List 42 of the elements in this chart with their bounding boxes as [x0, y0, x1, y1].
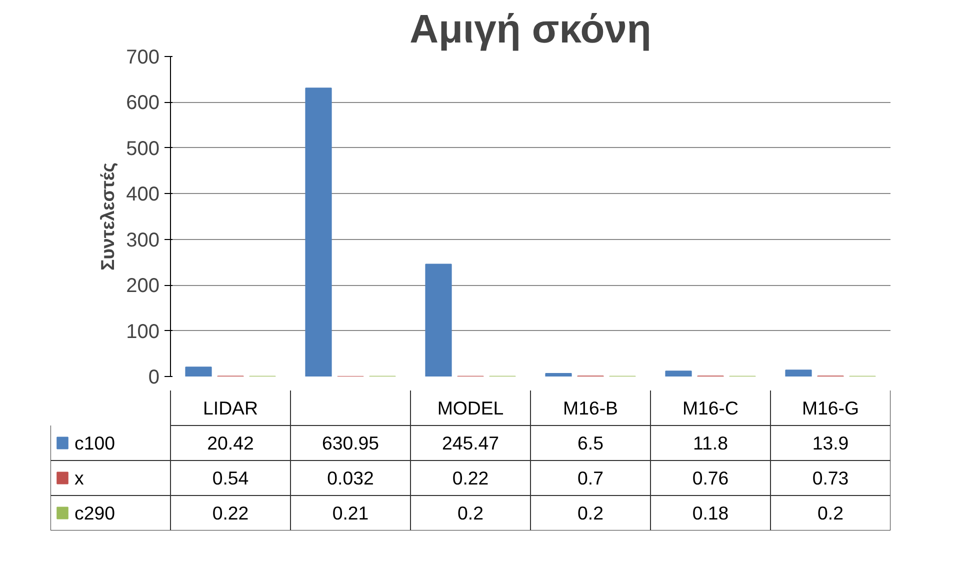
data-label: 0.54	[212, 468, 249, 488]
data-label: 0.2	[818, 502, 844, 524]
data-label: 245.47	[442, 432, 500, 454]
y-tick-label: 400	[126, 184, 160, 206]
bar	[425, 264, 452, 376]
y-tick-label: 700	[126, 46, 160, 68]
data-label: 0.76	[692, 468, 729, 488]
legend-label: c100	[74, 432, 115, 454]
data-label: 0.22	[212, 502, 249, 524]
bar	[185, 366, 212, 376]
data-label: 0.2	[578, 502, 604, 524]
y-axis-title: Συντελεστές	[97, 162, 118, 271]
x-tick-label: LIDAR	[203, 398, 258, 418]
legend-label: c290	[74, 502, 115, 524]
data-label: 11.8	[693, 432, 728, 454]
data-label: 0.22	[452, 468, 489, 488]
y-tick-label: 0	[148, 366, 160, 388]
data-label: 6.5	[578, 432, 604, 454]
y-tick-label: 600	[126, 92, 160, 114]
data-label: 0.73	[812, 468, 849, 488]
chart-title: Αμιγή σκόνη	[410, 8, 652, 52]
data-label: 630.95	[322, 432, 380, 454]
y-tick-label: 200	[126, 275, 160, 298]
data-label: 13.9	[812, 432, 849, 454]
x-tick-label: M16-G	[802, 398, 860, 418]
y-tick-label: 500	[126, 138, 160, 160]
data-label: 0.7	[578, 468, 604, 488]
x-tick-label: M16-B	[563, 398, 618, 418]
y-tick-label: 100	[126, 320, 160, 343]
data-label: 20.42	[207, 432, 254, 454]
data-label: 0.21	[332, 502, 369, 524]
data-label: 0.032	[327, 468, 374, 488]
x-tick-label: MODEL	[437, 398, 504, 418]
legend-label: x	[74, 468, 84, 488]
x-tick-label: M16-C	[682, 398, 738, 418]
bar	[785, 370, 812, 376]
data-label: 0.18	[692, 502, 729, 524]
bar	[305, 88, 332, 376]
bar	[545, 373, 572, 376]
data-label: 0.2	[458, 502, 484, 524]
bar	[665, 370, 692, 376]
y-tick-label: 300	[126, 229, 160, 252]
